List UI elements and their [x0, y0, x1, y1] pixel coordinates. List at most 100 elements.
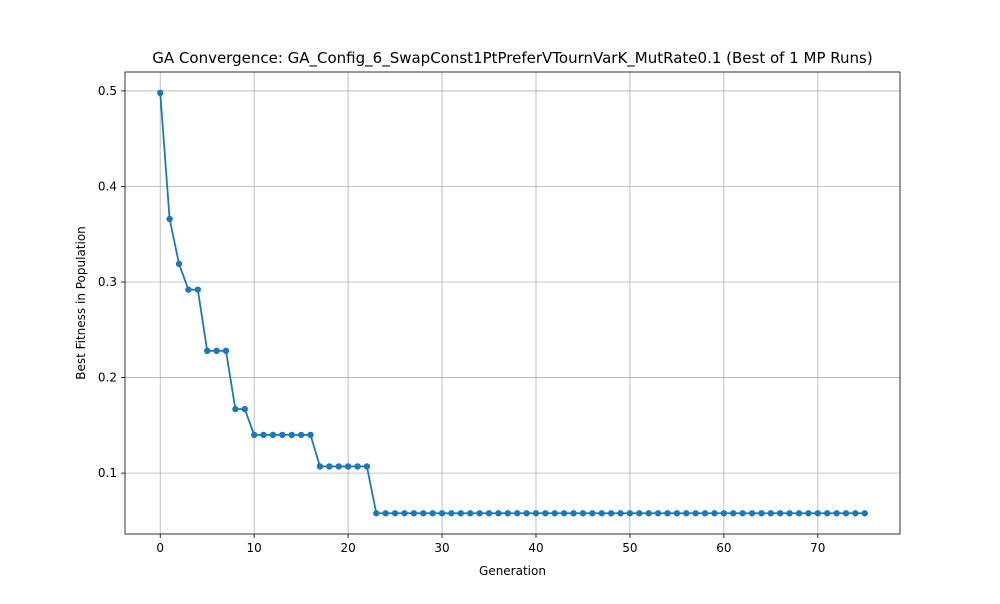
- y-tick-label: 0.1: [98, 466, 117, 480]
- data-point: [805, 510, 812, 517]
- data-point: [664, 510, 671, 517]
- data-point: [157, 89, 164, 97]
- y-tick-label: 0.5: [98, 84, 117, 98]
- x-axis-label: Generation: [479, 564, 546, 578]
- data-point: [551, 510, 558, 517]
- data-point: [344, 463, 352, 470]
- data-point: [373, 510, 380, 517]
- y-tick-label: 0.4: [98, 179, 117, 193]
- data-point: [636, 510, 643, 517]
- data-point: [570, 510, 577, 517]
- data-point: [607, 510, 615, 517]
- data-point: [560, 510, 568, 517]
- data-point: [213, 347, 220, 355]
- data-point: [185, 286, 192, 293]
- y-axis-label: Best Fitness in Population: [74, 226, 88, 380]
- data-point: [476, 510, 483, 517]
- data-point: [617, 510, 624, 517]
- data-point: [429, 510, 436, 517]
- y-tick-label: 0.2: [98, 371, 117, 385]
- data-point: [823, 510, 831, 517]
- data-point: [410, 510, 418, 517]
- data-point: [288, 431, 295, 439]
- data-point: [692, 510, 699, 517]
- data-point: [175, 260, 183, 268]
- plot-area: [125, 72, 900, 534]
- data-point: [589, 510, 596, 517]
- data-point: [852, 510, 859, 517]
- data-point: [354, 463, 361, 470]
- data-point: [786, 510, 793, 517]
- data-point: [391, 510, 399, 517]
- data-point: [767, 510, 775, 517]
- x-tick-label: 0: [156, 541, 164, 555]
- data-point: [598, 510, 605, 517]
- data-point: [711, 510, 718, 517]
- data-point: [513, 510, 521, 517]
- chart-title: GA Convergence: GA_Config_6_SwapConst1Pt…: [152, 49, 872, 68]
- x-tick-label: 40: [528, 541, 543, 555]
- data-point: [654, 510, 662, 517]
- y-axis-ticks: 0.1 0.2 0.3 0.4 0.5: [98, 84, 125, 480]
- series-line-layer: [159, 92, 865, 515]
- data-point: [673, 510, 681, 517]
- data-point: [316, 463, 324, 470]
- data-point: [683, 510, 690, 517]
- data-point: [250, 431, 258, 439]
- data-point: [542, 510, 549, 517]
- data-point: [748, 510, 756, 517]
- data-point: [504, 510, 512, 517]
- data-point: [579, 510, 587, 517]
- data-point: [701, 510, 709, 517]
- data-point: [203, 347, 211, 355]
- data-point: [401, 510, 408, 517]
- data-point: [448, 510, 455, 517]
- grid-lines: [125, 72, 900, 534]
- data-point: [438, 510, 446, 517]
- data-point: [645, 510, 652, 517]
- x-tick-label: 10: [247, 541, 262, 555]
- y-tick-label: 0.3: [98, 275, 117, 289]
- series-line: [159, 92, 865, 515]
- data-point: [495, 510, 502, 517]
- data-point: [814, 510, 822, 517]
- data-point: [777, 510, 784, 517]
- data-point: [260, 431, 267, 439]
- plot-frame: [124, 71, 901, 535]
- x-tick-label: 30: [434, 541, 449, 555]
- x-axis-ticks: 0 10 20 30 40 50 60 70: [156, 534, 825, 555]
- data-point: [222, 347, 230, 355]
- data-point: [467, 510, 474, 517]
- data-point: [326, 463, 333, 470]
- data-point: [842, 510, 850, 517]
- data-point: [307, 431, 314, 439]
- data-point: [833, 510, 840, 517]
- data-point: [485, 510, 493, 517]
- x-tick-label: 20: [340, 541, 355, 555]
- data-points: [157, 89, 868, 517]
- data-point: [739, 510, 746, 517]
- data-point: [457, 510, 465, 517]
- data-point: [720, 510, 728, 517]
- data-point: [241, 405, 248, 413]
- data-point: [166, 215, 173, 223]
- data-point: [420, 510, 427, 517]
- data-point: [523, 510, 530, 517]
- data-point: [363, 463, 371, 470]
- x-tick-label: 70: [810, 541, 825, 555]
- data-point: [730, 510, 737, 517]
- x-tick-label: 50: [622, 541, 637, 555]
- data-point: [232, 405, 239, 413]
- data-point: [335, 463, 342, 470]
- data-point: [626, 510, 634, 517]
- data-point: [532, 510, 540, 517]
- data-point: [861, 510, 868, 517]
- data-point: [279, 431, 286, 439]
- data-point: [297, 431, 305, 439]
- x-tick-label: 60: [716, 541, 731, 555]
- data-point: [382, 510, 389, 517]
- data-point: [758, 510, 765, 517]
- data-point: [269, 431, 277, 439]
- data-point: [795, 510, 803, 517]
